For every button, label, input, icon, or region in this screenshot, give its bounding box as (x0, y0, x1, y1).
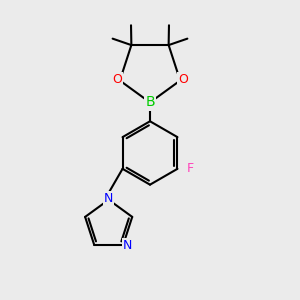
Text: O: O (178, 73, 188, 86)
Text: N: N (122, 239, 132, 252)
Text: N: N (104, 192, 113, 205)
Text: O: O (112, 73, 122, 86)
Text: F: F (187, 162, 194, 175)
Text: B: B (145, 95, 155, 110)
